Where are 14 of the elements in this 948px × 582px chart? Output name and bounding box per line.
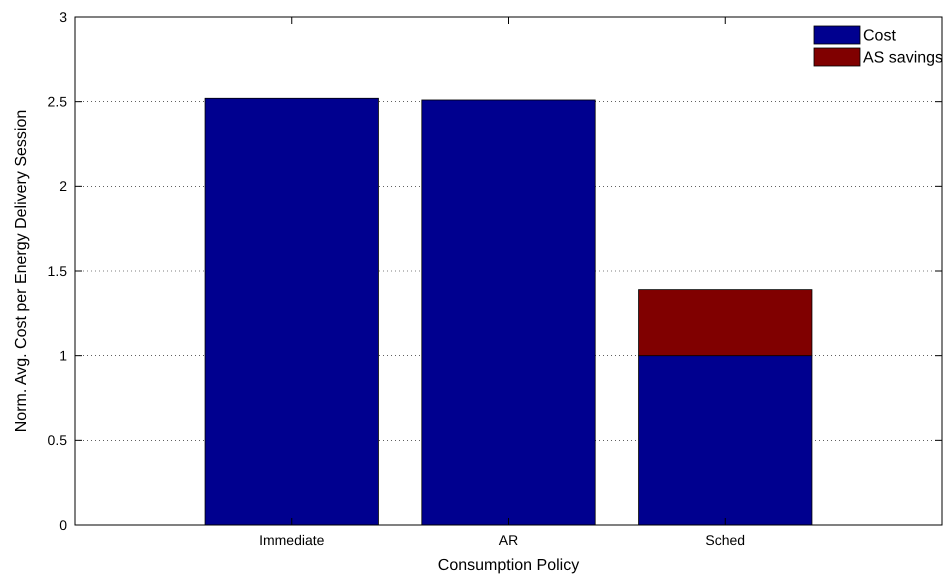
y-tick-label: 1.5 [48,262,68,279]
legend-label: Cost [863,28,896,45]
legend-label: AS savings [863,50,944,67]
x-tick-label: Immediate [259,532,325,548]
y-tick-label: 2 [59,178,68,194]
x-tick-label: AR [498,532,518,548]
x-tick-label: Sched [705,532,746,548]
y-tick-label: 0 [59,516,68,533]
y-tick-label: 0.5 [48,432,68,448]
y-tick-label: 2.5 [48,94,68,110]
y-tick-label: 1 [59,348,68,364]
y-axis-title: Norm. Avg. Cost per Energy Delivery Session [13,110,30,432]
y-tick-label: 3 [59,8,68,25]
x-axis-title: Consumption Policy [438,557,580,574]
